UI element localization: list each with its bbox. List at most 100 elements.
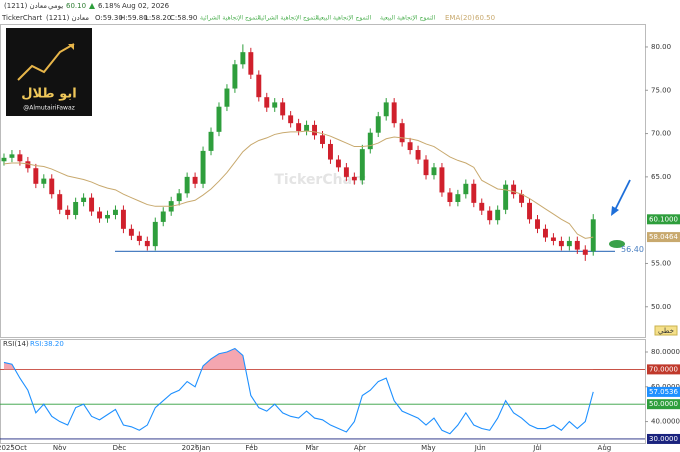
candle-body	[224, 88, 230, 107]
candle-body	[65, 209, 71, 215]
candle-body	[248, 52, 254, 75]
candle-body	[503, 184, 509, 210]
study: التموج الإتجاهية الشرائية	[200, 15, 261, 22]
study: التموج الإتجاهية الشرائية	[258, 15, 319, 22]
candle-body	[17, 154, 23, 162]
candle-body	[288, 115, 294, 124]
logo-handle: @AlmutairiFawaz	[23, 105, 75, 112]
y-tick-label: 65.00	[651, 173, 671, 181]
candle-body	[550, 237, 556, 241]
candle-body	[351, 176, 357, 181]
candle-body	[558, 240, 564, 247]
candle-body	[527, 202, 533, 220]
y-tick-label: 50.00	[651, 303, 671, 311]
candle-body	[200, 150, 206, 184]
ema-value: 60.50	[475, 14, 495, 22]
style-box	[654, 325, 678, 336]
candle-body	[415, 150, 421, 160]
y-tick-label: 55.00	[651, 259, 671, 267]
style-label: خطي	[658, 327, 674, 335]
candle-body	[535, 219, 540, 229]
candle-body	[566, 240, 572, 247]
candle-body	[33, 168, 39, 184]
candle-body	[431, 167, 437, 176]
candle-body	[280, 102, 286, 116]
candle-body	[9, 154, 15, 158]
annotation-arrow	[613, 179, 631, 213]
candle-body	[359, 149, 365, 181]
ohlc-low: L:58.20	[145, 14, 171, 22]
price-marker	[647, 214, 680, 225]
level-box	[647, 399, 680, 410]
y-tick-label: 80.00	[651, 43, 671, 51]
x-tick-label: Jun	[474, 444, 486, 452]
rsi-marker-label: 57.0536	[649, 388, 678, 396]
candle-body	[304, 124, 310, 131]
price-marker-label: 60.1000	[649, 215, 678, 223]
level-box	[647, 433, 680, 444]
candle-body	[49, 178, 55, 195]
candle-body	[105, 214, 110, 219]
candle-body	[335, 159, 341, 168]
level-label: 50.0000	[649, 400, 678, 408]
candle-body	[240, 52, 246, 65]
candle-body	[128, 228, 134, 236]
rsi-marker	[647, 386, 680, 397]
logo	[6, 28, 92, 116]
last-price: 60.10	[66, 2, 86, 10]
date: Aug 02, 2026	[122, 2, 170, 10]
candle-body	[479, 202, 485, 211]
symbol-2: معادن (1211)	[46, 14, 89, 22]
candle-body	[216, 106, 222, 132]
logo-name: ابو طلال	[21, 87, 76, 102]
y-tick-label: 75.00	[651, 86, 671, 94]
candle-body	[81, 197, 87, 202]
y-tick-label: 70.00	[651, 130, 671, 138]
candle-body	[447, 192, 453, 202]
candle-body	[312, 124, 318, 136]
study: التموج الإتجاهية البيعية	[316, 15, 372, 22]
candle-body	[590, 219, 596, 252]
ohlc-high: H:59.80	[120, 14, 148, 22]
y-tick-label: 60.0000	[651, 383, 680, 391]
x-tick-label: 2026Jan	[182, 444, 211, 452]
level-box	[647, 364, 680, 375]
candle-body	[184, 176, 190, 194]
candle-body	[423, 159, 429, 176]
candle-body	[41, 178, 47, 184]
ohlc-open: O:59.30	[95, 14, 123, 22]
candle-body	[511, 184, 517, 195]
price-marker-label: 58.0464	[649, 233, 678, 241]
candle-body	[73, 201, 79, 215]
candle-body	[343, 167, 349, 177]
candle-body	[97, 211, 103, 219]
source: TickerChart	[1, 14, 42, 22]
candle-body	[320, 135, 325, 144]
period: يومي	[48, 2, 63, 10]
candle-body	[455, 194, 461, 202]
rsi-line	[3, 347, 594, 435]
candle-body	[232, 64, 238, 89]
logo-arrow-head	[68, 44, 74, 50]
price-panel	[0, 24, 646, 338]
candle-body	[574, 240, 580, 250]
x-tick-label: Aug	[598, 444, 612, 452]
y-tick-label: 80.0000	[651, 348, 680, 356]
candle-body	[375, 116, 381, 133]
candle-body	[383, 102, 389, 117]
up-arrow-icon	[89, 3, 95, 9]
candle-body	[176, 193, 182, 202]
candle-body	[208, 131, 214, 151]
ohlc-close: C:58.90	[170, 14, 197, 22]
candle-body	[519, 194, 525, 203]
study: التموج الإتجاهية البيعية	[380, 15, 436, 22]
candle-body	[296, 123, 302, 131]
candle-body	[582, 249, 588, 255]
candle-body	[89, 197, 95, 212]
x-tick-label: 2025Oct	[0, 444, 27, 452]
x-tick-label: May	[421, 444, 435, 452]
candle-body	[439, 167, 445, 193]
candle-body	[487, 210, 493, 221]
